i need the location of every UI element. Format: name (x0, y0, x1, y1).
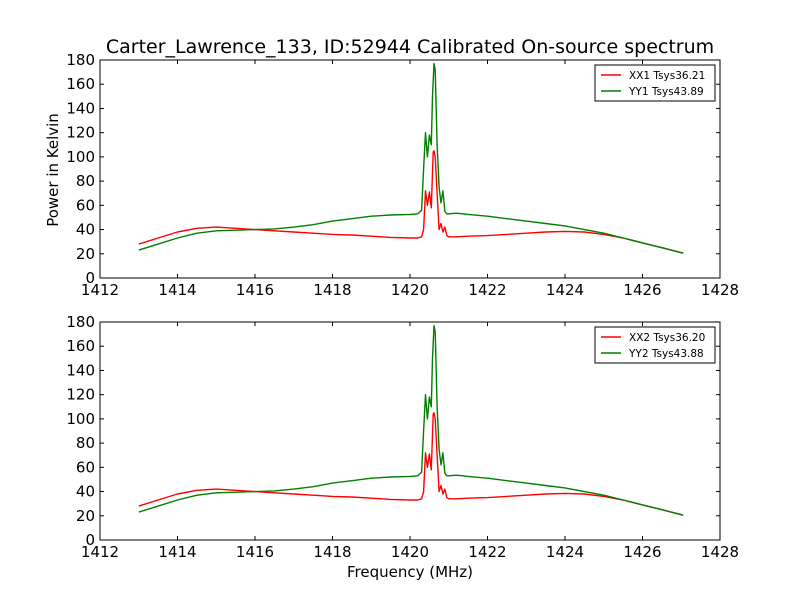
y-tick-label: 120 (66, 386, 95, 404)
y-tick-label: 100 (66, 148, 95, 166)
series-line-xx2 (138, 412, 684, 516)
y-tick-label: 80 (76, 172, 95, 190)
y-axis-label: Power in Kelvin (44, 113, 62, 227)
x-tick-label: 1426 (623, 281, 661, 299)
series-line-xx1 (138, 150, 684, 254)
plot-xx2-yy2: Frequency (MHz) 1412 1414 1416 1418 1420 1422… (66, 313, 739, 581)
series-line-yy2 (138, 324, 684, 516)
x-tick-label: 1428 (701, 543, 739, 561)
y-tick-label: 140 (66, 361, 95, 379)
y-tick-label: 0 (85, 269, 95, 287)
x-tick-label: 1412 (81, 543, 119, 561)
x-axis-label: Frequency (MHz) (347, 563, 473, 581)
y-tick-label: 140 (66, 99, 95, 117)
y-tick-label: 160 (66, 75, 95, 93)
legend-label: XX1 Tsys36.21 (629, 70, 705, 82)
legend-label: YY1 Tsys43.89 (628, 86, 704, 98)
legend-label: XX2 Tsys36.20 (629, 332, 705, 344)
y-tick-label: 20 (76, 245, 95, 263)
y-tick-label: 160 (66, 337, 95, 355)
x-tick-label: 1418 (313, 543, 351, 561)
legend-box (594, 326, 716, 364)
x-tick-label: 1418 (313, 281, 351, 299)
y-tick-label: 20 (76, 507, 95, 525)
y-tick-label: 180 (66, 313, 95, 331)
x-tick-label: 1414 (158, 281, 196, 299)
legend: XX2 Tsys36.20 YY2 Tsys43.88 (594, 326, 716, 364)
y-tick-label: 100 (66, 410, 95, 428)
x-tick-label: 1424 (546, 543, 584, 561)
y-tick-label: 0 (85, 531, 95, 549)
x-tick-label: 1428 (701, 281, 739, 299)
x-tick-label: 1422 (468, 543, 506, 561)
y-tick-label: 60 (76, 458, 95, 476)
figure-title: Carter_Lawrence_133, ID:52944 Calibrated… (106, 36, 714, 58)
y-tick-label: 60 (76, 196, 95, 214)
y-tick-label: 40 (76, 483, 95, 501)
x-tick-label: 1414 (158, 543, 196, 561)
legend-label: YY2 Tsys43.88 (628, 348, 704, 360)
x-tick-label: 1416 (236, 281, 274, 299)
x-tick-label: 1424 (546, 281, 584, 299)
x-tick-label: 1412 (81, 281, 119, 299)
x-tick-label: 1416 (236, 543, 274, 561)
legend: XX1 Tsys36.21 YY1 Tsys43.89 (594, 64, 716, 102)
x-tick-label: 1422 (468, 281, 506, 299)
x-tick-label: 1426 (623, 543, 661, 561)
x-tick-label: 1420 (391, 543, 429, 561)
y-tick-label: 80 (76, 434, 95, 452)
y-tick-label: 120 (66, 124, 95, 142)
plot-xx1-yy1: Power in Kelvin 1412 1414 1416 1418 1420 1422… (44, 51, 739, 299)
legend-box (594, 64, 716, 102)
x-tick-label: 1420 (391, 281, 429, 299)
series-line-yy1 (138, 62, 684, 254)
y-tick-label: 180 (66, 51, 95, 69)
y-tick-label: 40 (76, 221, 95, 239)
